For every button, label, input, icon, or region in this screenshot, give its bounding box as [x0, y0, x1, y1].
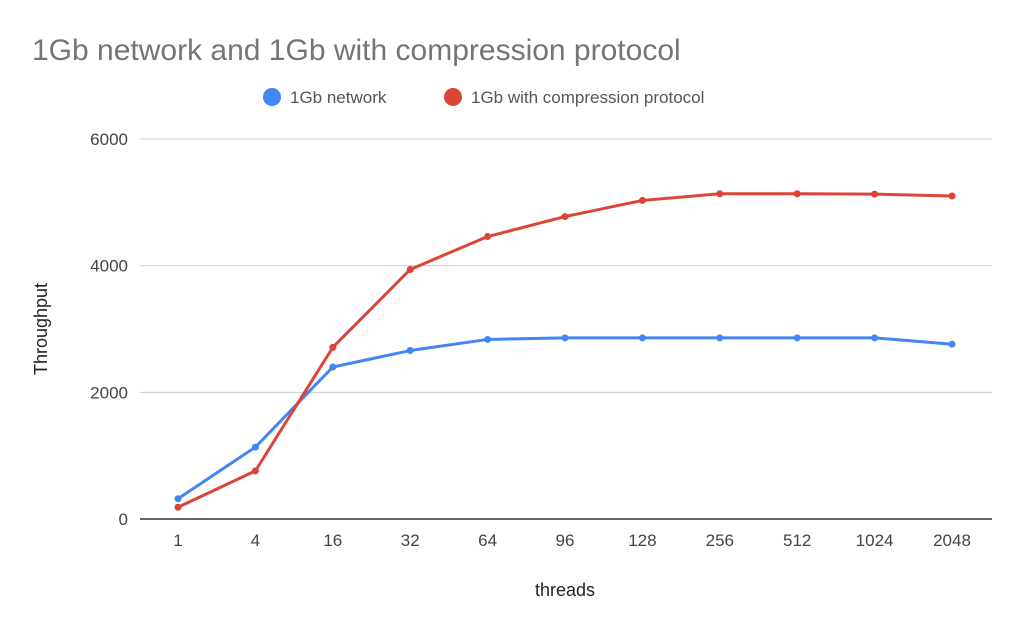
- data-point: [793, 334, 801, 342]
- x-tick-label: 1024: [856, 531, 894, 550]
- data-point: [406, 347, 414, 355]
- y-axis-ticks: 0 2000 4000 6000: [90, 130, 128, 529]
- y-tick-label: 6000: [90, 130, 128, 149]
- data-point: [406, 265, 414, 273]
- x-tick-label: 4: [251, 531, 260, 550]
- series-line-2: [177, 192, 953, 509]
- series-group: [174, 190, 956, 511]
- data-point: [251, 467, 259, 475]
- legend-label: 1Gb with compression protocol: [471, 88, 704, 107]
- x-tick-label: 1: [173, 531, 182, 550]
- y-tick-label: 2000: [90, 383, 128, 402]
- data-point: [948, 340, 956, 348]
- x-tick-label: 64: [478, 531, 497, 550]
- x-axis-ticks: 1 4 16 32 64 96 128 256 512 1024 2048: [173, 531, 971, 550]
- x-tick-label: 96: [556, 531, 575, 550]
- chart-title: 1Gb network and 1Gb with compression pro…: [32, 34, 681, 67]
- data-point: [484, 335, 492, 343]
- data-point: [716, 190, 724, 198]
- data-point: [716, 334, 724, 342]
- data-point: [793, 190, 801, 198]
- data-point: [174, 495, 182, 503]
- data-point: [948, 192, 956, 200]
- data-point: [638, 196, 646, 204]
- x-tick-label: 256: [706, 531, 734, 550]
- x-axis-label: threads: [535, 580, 595, 600]
- legend-marker: [263, 88, 281, 106]
- data-point: [174, 503, 182, 511]
- data-point: [871, 190, 879, 198]
- legend-marker: [444, 88, 462, 106]
- x-tick-label: 512: [783, 531, 811, 550]
- y-axis-label: Throughput: [31, 283, 51, 375]
- data-point: [484, 233, 492, 241]
- legend: 1Gb network 1Gb with compression protocol: [263, 88, 704, 107]
- data-point: [329, 363, 337, 371]
- x-tick-label: 2048: [933, 531, 971, 550]
- data-point: [329, 343, 337, 351]
- x-tick-label: 128: [628, 531, 656, 550]
- y-tick-label: 4000: [90, 257, 128, 276]
- series-line-1: [177, 336, 953, 500]
- data-point: [871, 334, 879, 342]
- data-point: [561, 213, 569, 221]
- y-tick-label: 0: [119, 510, 128, 529]
- x-tick-label: 32: [401, 531, 420, 550]
- data-point: [251, 443, 259, 451]
- data-point: [561, 334, 569, 342]
- gridlines: [140, 138, 992, 520]
- legend-label: 1Gb network: [290, 88, 387, 107]
- x-tick-label: 16: [323, 531, 342, 550]
- data-point: [638, 334, 646, 342]
